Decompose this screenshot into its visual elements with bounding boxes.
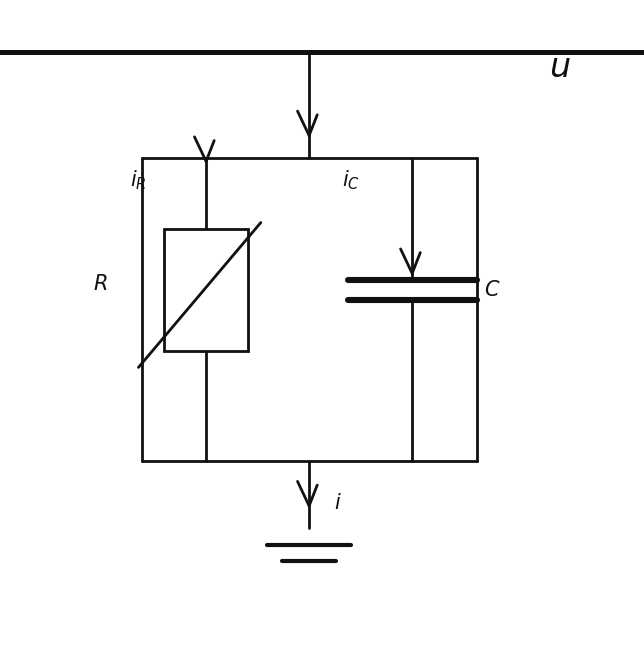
Text: $i_R$: $i_R$ (130, 169, 147, 193)
Text: $i_C$: $i_C$ (342, 169, 360, 193)
Text: $i$: $i$ (334, 493, 342, 513)
Text: $R$: $R$ (93, 274, 107, 293)
Bar (164, 229, 248, 351)
Text: $\mathbf{\mathit{u}}$: $\mathbf{\mathit{u}}$ (549, 52, 571, 84)
Text: $C$: $C$ (484, 280, 501, 300)
